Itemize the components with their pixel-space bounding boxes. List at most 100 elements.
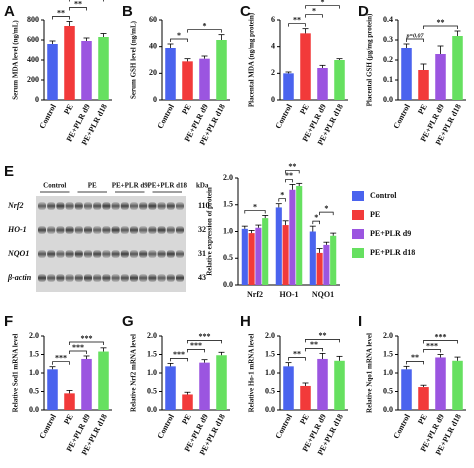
panel-letter: B [122, 3, 133, 20]
blot-band [38, 274, 46, 282]
significance-bracket [406, 360, 424, 365]
kda-label: 110 [198, 201, 210, 210]
bar [47, 369, 58, 410]
panel-letter: D [358, 3, 369, 20]
blot-band [139, 202, 148, 210]
blot-band [120, 274, 129, 282]
bar [98, 351, 109, 410]
y-axis-label: Serum GSH level (ng/mL) [130, 20, 138, 99]
significance-bracket [244, 210, 266, 214]
x-tick-label: PE [298, 413, 311, 426]
significance-label: ** [293, 349, 301, 358]
significance-label: * [253, 202, 257, 211]
y-tick-label: 0.0 [383, 405, 393, 414]
bar [282, 225, 289, 285]
bar [452, 36, 463, 100]
blot-band [56, 202, 65, 210]
blot-band [120, 226, 129, 234]
significance-bracket [423, 25, 458, 29]
significance-label: * [321, 0, 325, 7]
blot-band [176, 250, 184, 258]
significance-bracket [288, 357, 306, 361]
significance-bracket [305, 348, 323, 352]
blot-band [84, 274, 92, 282]
bar [283, 366, 294, 410]
blot-band [120, 202, 129, 210]
bar [334, 360, 345, 410]
significance-label: * [314, 213, 318, 222]
y-tick-label: 60 [149, 15, 157, 24]
x-tick-label: Control [37, 412, 58, 440]
bar [47, 44, 58, 100]
blot-band [148, 274, 157, 282]
y-tick-label: 0.0 [147, 405, 157, 414]
legend-swatch [352, 229, 364, 239]
x-tick-label: Control [273, 102, 294, 130]
blot-band [166, 202, 175, 210]
blot-band [157, 274, 166, 282]
x-tick-label: NQO1 [312, 290, 334, 299]
blot-band [102, 226, 111, 234]
bar [262, 218, 269, 285]
y-axis-label: Relative expression of protein [206, 187, 214, 276]
significance-bracket [423, 349, 441, 353]
significance-bracket [187, 340, 222, 344]
y-tick-label: 0.2 [383, 55, 393, 64]
y-tick-label: 0.5 [265, 386, 275, 395]
bar [241, 228, 248, 285]
bar [165, 366, 176, 410]
significance-bracket [312, 220, 320, 225]
blot-band [56, 274, 65, 282]
blot-band [56, 250, 65, 258]
x-tick-label: PE [62, 103, 75, 116]
blot-band [139, 274, 148, 282]
significance-bracket [278, 198, 286, 202]
bar [64, 26, 75, 100]
significance-bracket [170, 38, 188, 42]
blot-band [74, 202, 83, 210]
bar [255, 227, 262, 285]
y-axis-label: Placental MDA (ng/mg protein) [248, 12, 256, 107]
legend-swatch [352, 248, 364, 258]
blot-band [84, 250, 92, 258]
bar [182, 61, 193, 100]
lane-label: Control [43, 182, 66, 190]
blot-band [93, 250, 102, 258]
significance-bracket [305, 339, 340, 343]
blot-band [166, 274, 175, 282]
y-tick-label: 400 [27, 55, 39, 64]
significance-bracket [52, 361, 70, 365]
bar [309, 231, 316, 285]
significance-label: * [203, 21, 207, 30]
bar [401, 369, 412, 410]
y-tick-label: 2.0 [383, 331, 393, 340]
bar [317, 68, 328, 100]
bar [323, 244, 330, 285]
bar [182, 394, 193, 410]
blot-band [93, 274, 102, 282]
y-axis-label: Relative Sod1 mRNA level [12, 334, 20, 413]
y-tick-label: 0.0 [383, 95, 393, 104]
legend-label: PE [370, 210, 380, 219]
blot-band [47, 274, 56, 282]
bar [435, 54, 446, 100]
y-axis-label: Relative Nqo1 mRNA level [366, 333, 374, 413]
y-axis-label: Placental GSH (μg/mg protein) [366, 13, 374, 106]
blot-band [157, 250, 166, 258]
y-tick-label: 1.0 [265, 368, 275, 377]
significance-bracket [423, 340, 458, 344]
blot-band [120, 250, 129, 258]
bar [334, 60, 345, 100]
significance-bracket [170, 358, 188, 362]
blot-band [166, 250, 175, 258]
blot-band [93, 202, 102, 210]
significance-bracket [406, 38, 424, 42]
legend-swatch [352, 210, 364, 220]
x-tick-label: Control [37, 102, 58, 130]
y-tick-label: 20 [149, 68, 157, 77]
significance-label: ** [437, 18, 445, 27]
blot-band [148, 250, 157, 258]
bar [216, 355, 227, 410]
bar [98, 37, 109, 100]
bar [216, 40, 227, 100]
